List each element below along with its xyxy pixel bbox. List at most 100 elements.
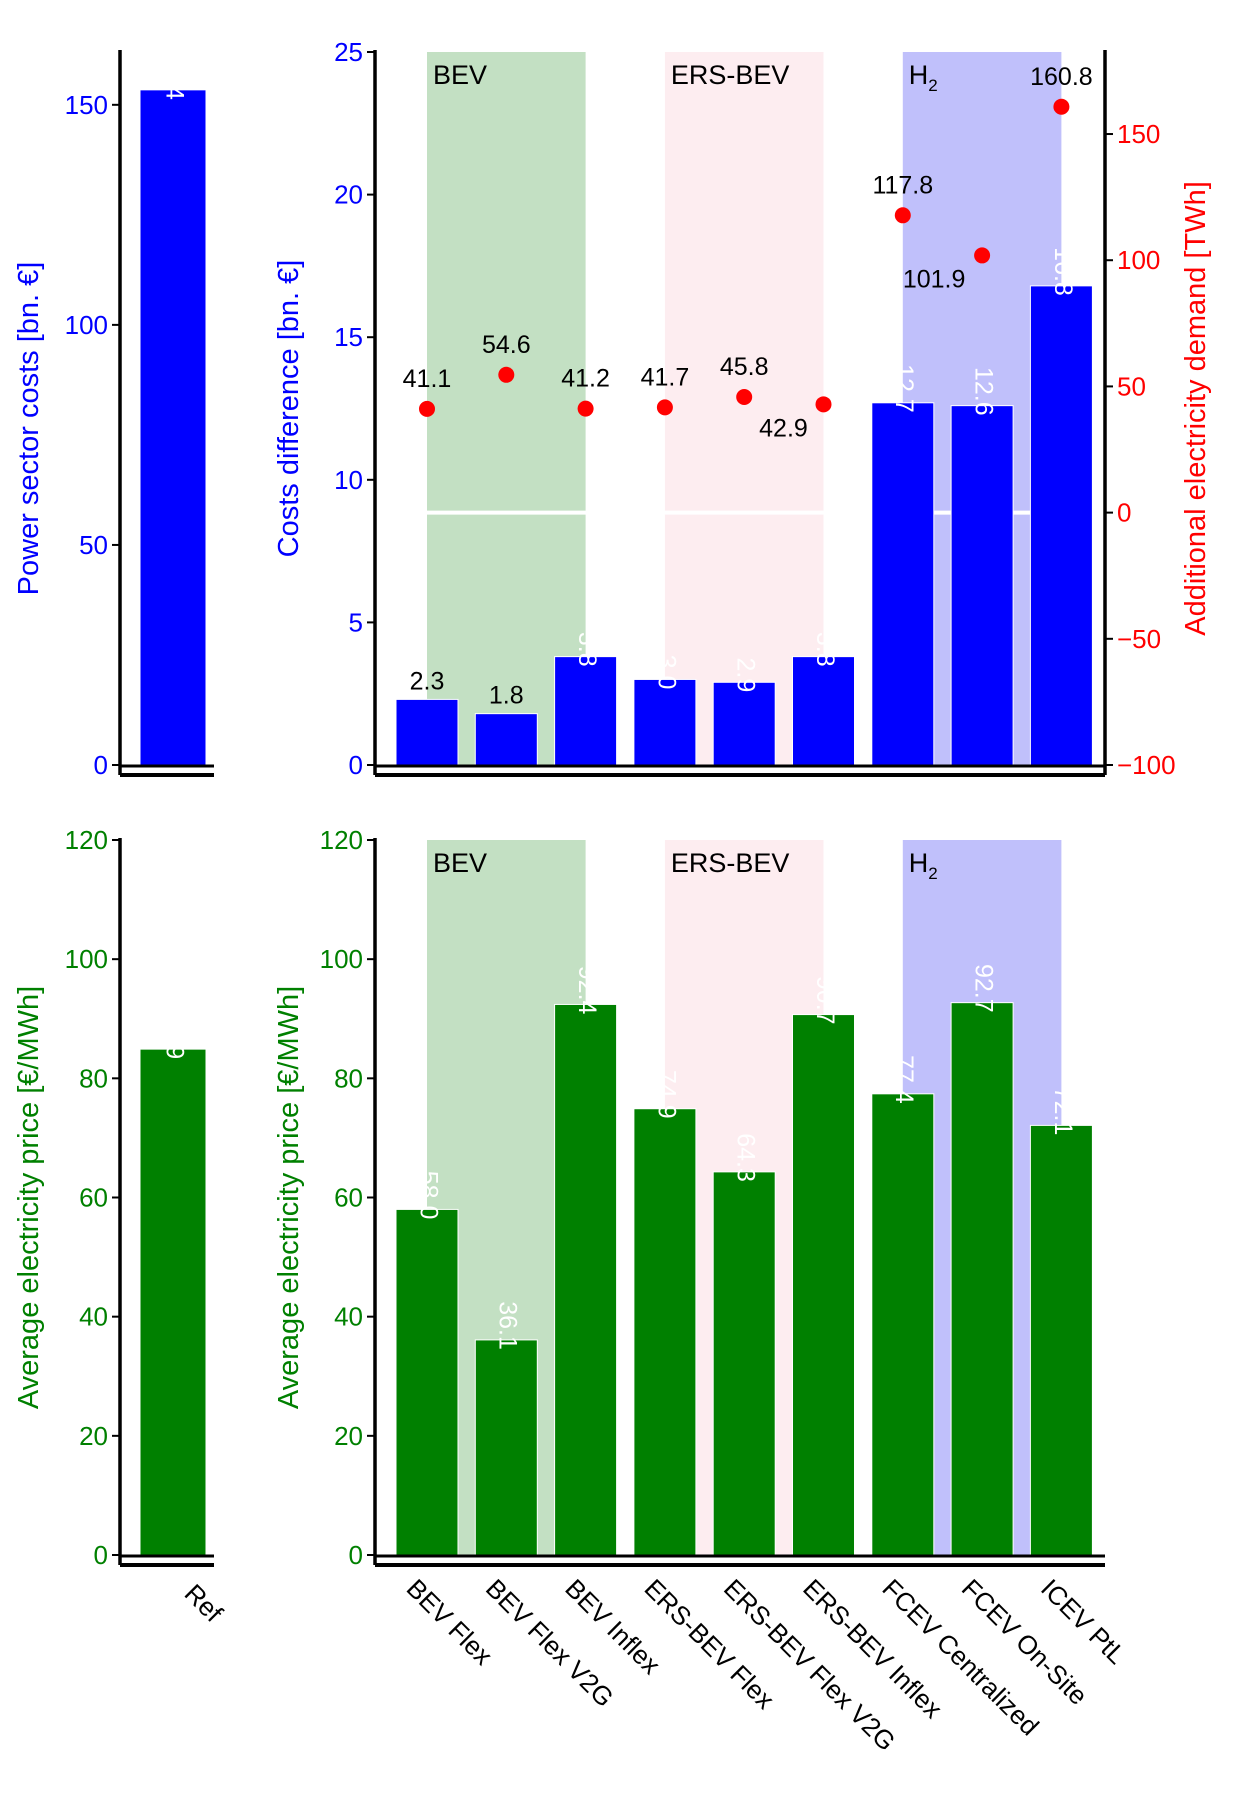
bar-elec-price-8 [1029, 1124, 1093, 1556]
y-axis-elec-demand-tick-label: −100 [1117, 750, 1176, 780]
data-label-elec-demand-3: 41.7 [641, 363, 690, 391]
y-axis-ref-elec-price-tick-label: 20 [79, 1421, 108, 1451]
ylabel-power-costs: Power sector costs [bn. €] [13, 262, 45, 596]
band-label-ers-bev-top: ERS-BEV [671, 60, 790, 90]
y-axis-elec-demand-tick-label: 150 [1117, 119, 1160, 149]
data-label-elec-demand-8: 160.8 [1030, 63, 1093, 91]
bar-cost-diff-3 [633, 678, 697, 766]
bar-elec-price-7 [950, 1002, 1014, 1556]
bar-elec-price-3 [633, 1108, 697, 1556]
bar-cost-diff-5 [792, 656, 855, 766]
data-label-elec-price-6: 77.4 [890, 1055, 918, 1104]
point-elec-demand-6 [894, 207, 911, 224]
data-label-ref-power-costs: 153.4 [160, 37, 188, 100]
data-label-cost-diff-2: 3.8 [573, 632, 601, 667]
data-label-elec-price-1: 36.1 [494, 1301, 522, 1350]
bar-elec-price-5 [792, 1014, 855, 1556]
ylabel-cost-diff: Costs difference [bn. €] [273, 260, 305, 558]
band-ers-bev-top [664, 52, 824, 765]
data-label-elec-demand-2: 41.2 [561, 365, 610, 393]
data-label-cost-diff-5: 3.8 [811, 632, 839, 667]
bar-cost-diff-4 [712, 681, 776, 766]
data-label-elec-price-5: 90.7 [811, 976, 839, 1025]
y-axis-elec-price-tick-label: 40 [334, 1302, 363, 1332]
y-axis-elec-price-tick-label: 0 [349, 1540, 363, 1570]
y-axis-elec-price-tick-label: 100 [320, 944, 363, 974]
data-label-cost-diff-4: 2.9 [732, 658, 760, 693]
ylabel-elec-price: Average electricity price [€/MWh] [273, 986, 305, 1409]
bar-elec-price-0 [395, 1208, 459, 1556]
y-axis-ref-elec-price-tick-label: 80 [79, 1063, 108, 1093]
data-label-elec-demand-6: 117.8 [872, 171, 933, 199]
band-label-bev-top: BEV [433, 60, 487, 90]
bar-elec-price-1 [474, 1339, 538, 1556]
point-elec-demand-7 [974, 247, 991, 264]
bar-elec-price-4 [712, 1171, 776, 1556]
data-label-cost-diff-6: 12.7 [890, 364, 918, 413]
data-label-elec-demand-1: 54.6 [482, 331, 531, 359]
data-label-elec-price-8: 72.1 [1049, 1087, 1077, 1136]
y-axis-ref-elec-price-tick-label: 120 [65, 825, 108, 855]
point-elec-demand-8 [1053, 98, 1070, 115]
y-axis-ref-elec-price-tick-label: 100 [65, 944, 108, 974]
y-axis-elec-price-tick-label: 20 [334, 1421, 363, 1451]
data-label-cost-diff-1: 1.8 [489, 682, 524, 710]
y-axis-ref-elec-price-tick-label: 0 [94, 1540, 108, 1570]
point-elec-demand-3 [656, 399, 673, 416]
x-tick-label-0: BEV Flex [401, 1573, 499, 1671]
x-tick-label-ref: Ref [179, 1578, 229, 1628]
y-axis-ref-elec-price-tick-label: 40 [79, 1302, 108, 1332]
bar-elec-price-2 [554, 1003, 618, 1556]
y-axis-cost-diff-tick-label: 0 [349, 750, 363, 780]
data-label-elec-price-4: 64.3 [732, 1133, 760, 1182]
data-label-elec-price-3: 74.9 [652, 1070, 680, 1119]
data-label-ref-elec-price: 84.9 [160, 1010, 188, 1059]
y-axis-ref-elec-price-tick-label: 60 [79, 1183, 108, 1213]
y-axis-power-costs-tick-label: 50 [79, 530, 108, 560]
data-label-elec-demand-4: 45.8 [720, 353, 769, 381]
bar-cost-diff-6 [871, 402, 935, 766]
band-label-bev-bottom: BEV [433, 848, 487, 878]
y-axis-cost-diff-tick-label: 25 [334, 37, 363, 67]
band-label-sub-top: 2 [928, 76, 937, 95]
bar-cost-diff-1 [474, 713, 538, 766]
data-label-elec-demand-5: 42.9 [759, 414, 808, 442]
data-label-elec-price-7: 92.7 [969, 964, 997, 1013]
data-label-cost-diff-7: 12.6 [969, 367, 997, 416]
bar-ref-power-costs [139, 89, 207, 766]
y-axis-power-costs-tick-label: 100 [65, 310, 108, 340]
band-bev-top [427, 52, 586, 765]
data-label-elec-price-2: 92.4 [573, 966, 601, 1015]
point-elec-demand-1 [498, 366, 515, 383]
y-axis-cost-diff-tick-label: 10 [334, 465, 363, 495]
y-axis-cost-diff-tick-label: 15 [334, 322, 363, 352]
band-label-ers-bev-bottom: ERS-BEV [671, 848, 790, 878]
data-label-elec-demand-0: 41.1 [403, 365, 452, 393]
bar-cost-diff-2 [554, 656, 618, 766]
y-axis-cost-diff-tick-label: 5 [349, 607, 363, 637]
y-axis-cost-diff-tick-label: 20 [334, 180, 363, 210]
y-axis-elec-demand-tick-label: 50 [1117, 371, 1146, 401]
bar-cost-diff-0 [395, 698, 459, 766]
point-elec-demand-5 [815, 396, 832, 413]
y-axis-elec-demand-tick-label: 0 [1117, 498, 1131, 528]
data-label-cost-diff-8: 16.8 [1049, 247, 1077, 296]
data-label-cost-diff-0: 2.3 [410, 667, 445, 695]
y-axis-elec-price-tick-label: 80 [334, 1063, 363, 1093]
ylabel-ref-elec-price: Average electricity price [€/MWh] [13, 986, 45, 1409]
y-axis-elec-demand-tick-label: −50 [1117, 624, 1161, 654]
data-label-elec-demand-7: 101.9 [903, 265, 966, 293]
bar-cost-diff-7 [950, 405, 1014, 766]
y-axis-elec-price-tick-label: 120 [320, 825, 363, 855]
y-axis-power-costs-tick-label: 0 [94, 750, 108, 780]
y-axis-power-costs-tick-label: 150 [65, 90, 108, 120]
bar-ref-elec-price [139, 1048, 207, 1556]
point-elec-demand-0 [419, 400, 435, 417]
y-axis-elec-price-tick-label: 60 [334, 1183, 363, 1213]
ylabel-elec-demand: Additional electricity demand [TWh] [1180, 181, 1212, 636]
y-axis-elec-demand-tick-label: 100 [1117, 245, 1160, 275]
band-label-sub-bottom: 2 [928, 864, 937, 883]
x-tick-label-5: ERS-BEV Inflex [797, 1573, 948, 1724]
bar-cost-diff-8 [1029, 285, 1093, 766]
